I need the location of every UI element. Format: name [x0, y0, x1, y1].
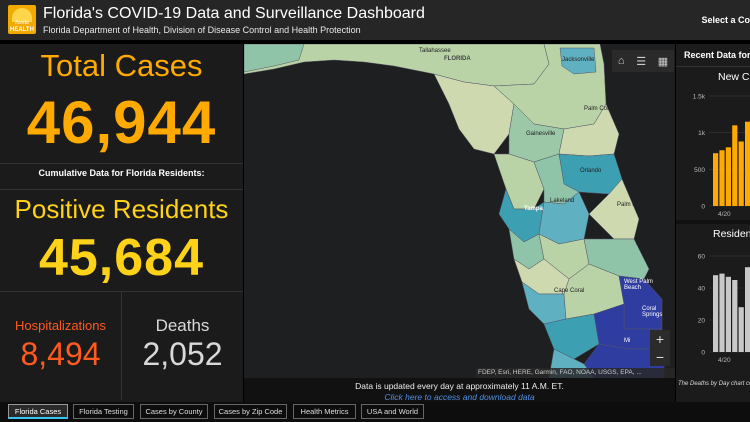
- y-tick-label: 500: [694, 167, 705, 174]
- chart-footnote: The Deaths by Day chart confirmed COVID-…: [678, 381, 750, 387]
- total-cases-label: Total Cases: [40, 48, 203, 83]
- bar: [745, 267, 750, 352]
- florida-map-svg[interactable]: [244, 44, 675, 378]
- tab-usa-and-world[interactable]: USA and World: [361, 404, 424, 419]
- new-cases-chart-title: New C: [718, 71, 750, 83]
- x-tick-label: 4/20: [718, 357, 731, 364]
- y-tick-label: 0: [701, 204, 705, 211]
- select-country-dropdown[interactable]: Select a Co: [701, 15, 750, 25]
- bar: [738, 307, 744, 352]
- y-tick-label: 40: [698, 286, 706, 293]
- divider: [0, 189, 243, 190]
- map-label: Mi: [624, 338, 631, 344]
- divider: [121, 292, 122, 400]
- bar: [719, 150, 725, 206]
- map-region-panhandle-west: [244, 44, 305, 73]
- map-attribution: FDEP, Esri, HERE, Garmin, FAO, NOAA, USG…: [476, 368, 675, 378]
- tab-florida-testing[interactable]: Florida Testing: [73, 404, 134, 419]
- qr-icon[interactable]: ▦: [657, 55, 669, 68]
- map-region-jacksonville: [559, 47, 597, 75]
- download-data-link[interactable]: Click here to access and download data: [384, 392, 535, 402]
- zoom-control: + −: [650, 330, 670, 366]
- total-cases-value: 46,944: [26, 89, 217, 156]
- hospitalizations-label: Hospitalizations: [14, 318, 107, 333]
- map-label: Orlando: [580, 168, 602, 174]
- map-label: Palm Coast: [584, 106, 616, 112]
- tab-cases-by-county[interactable]: Cases by County: [140, 404, 208, 419]
- tab-florida-cases[interactable]: Florida Cases: [8, 404, 68, 419]
- y-tick-label: 1k: [698, 130, 706, 137]
- florida-map[interactable]: Tallahassee FLORIDA Jacksonville Gainesv…: [244, 44, 675, 378]
- map-label: West Palm Beach: [624, 279, 653, 291]
- x-tick-label: 4/20: [718, 211, 731, 218]
- bar: [745, 121, 750, 206]
- bar: [738, 141, 744, 206]
- map-region-big-bend: [433, 73, 515, 155]
- florida-health-logo: florida HEALTH: [8, 5, 36, 34]
- map-toolbar: ⌂ ☰ ▦: [612, 50, 674, 72]
- y-tick-label: 1.5k: [693, 94, 706, 101]
- list-icon[interactable]: ☰: [636, 55, 647, 68]
- map-label: Cape Coral: [554, 288, 585, 294]
- cumulative-note: Cumulative Data for Florida Residents:: [38, 168, 205, 178]
- update-banner: Data is updated every day at approximate…: [244, 378, 675, 402]
- map-label: Lakeland: [550, 198, 575, 204]
- hospitalizations-value: 8,494: [20, 336, 101, 372]
- dashboard-title: Florida's COVID-19 Data and Surveillance…: [43, 5, 425, 22]
- divider: [0, 291, 243, 292]
- bar: [725, 147, 731, 206]
- divider: [0, 163, 243, 164]
- y-tick-label: 0: [701, 350, 705, 357]
- tab-cases-by-zip-code[interactable]: Cases by Zip Code: [214, 404, 287, 419]
- tab-health-metrics[interactable]: Health Metrics: [293, 404, 356, 419]
- bar: [725, 276, 731, 352]
- bar: [732, 125, 738, 206]
- map-label: Palm Bay: [617, 202, 643, 208]
- positive-residents-value: 45,684: [38, 229, 205, 287]
- recent-data-title: Recent Data for: [684, 50, 750, 60]
- map-label: Jacksonville: [562, 57, 595, 63]
- bar: [713, 153, 719, 206]
- map-label: FLORIDA: [444, 56, 471, 62]
- bar: [719, 273, 725, 352]
- zoom-in-button[interactable]: +: [655, 331, 665, 347]
- resident-deaths-chart[interactable]: 0 20 40 60 4/20: [676, 248, 750, 368]
- y-tick-label: 60: [698, 254, 706, 261]
- map-label: Tampa: [524, 206, 543, 212]
- new-cases-chart[interactable]: 0 500 1k 1.5k 4/20: [676, 88, 750, 223]
- bar: [713, 275, 719, 352]
- header-bar: florida HEALTH Florida's COVID-19 Data a…: [0, 0, 750, 40]
- y-tick-label: 20: [698, 318, 706, 325]
- map-label: Port St. Lucie: [636, 241, 673, 247]
- positive-residents-label: Positive Residents: [14, 194, 229, 224]
- map-label: Coral Springs: [642, 306, 663, 318]
- bar: [732, 280, 738, 352]
- dashboard-subtitle: Florida Department of Health, Division o…: [43, 25, 361, 35]
- deaths-label: Deaths: [155, 316, 210, 335]
- map-label: Gainesville: [526, 131, 556, 137]
- update-text: Data is updated every day at approximate…: [355, 381, 564, 391]
- zoom-out-button[interactable]: −: [655, 349, 665, 365]
- recent-data-panel: Recent Data for New C 0 500 1k 1.5k 4/20 Res…: [676, 44, 750, 402]
- map-label: Tallahassee: [419, 48, 451, 54]
- resident-deaths-chart-title: Residen: [713, 228, 750, 240]
- tab-bar: Florida Cases Florida Testing Cases by C…: [0, 402, 750, 422]
- deaths-value: 2,052: [142, 336, 223, 372]
- home-icon[interactable]: ⌂: [617, 55, 625, 67]
